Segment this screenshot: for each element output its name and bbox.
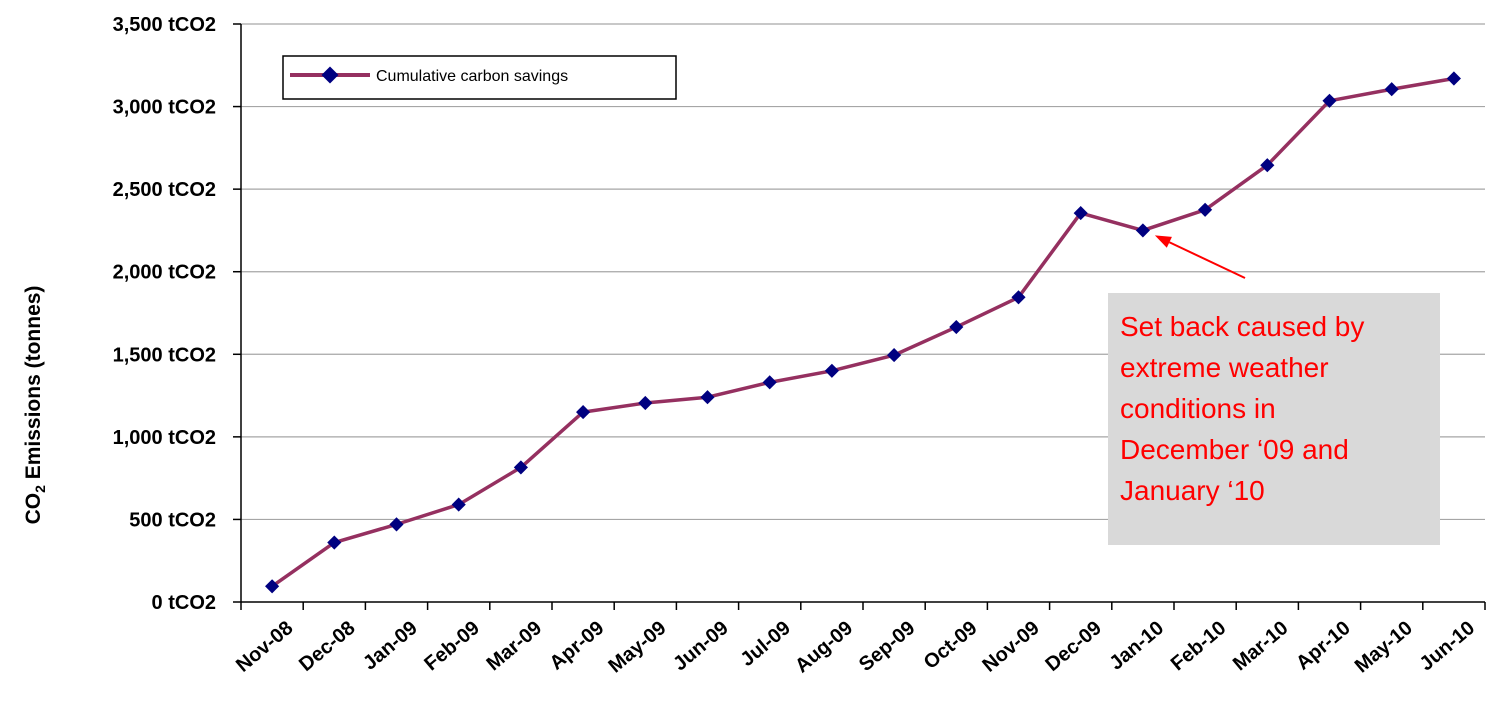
y-tick-label: 3,000 tCO2 — [113, 97, 216, 119]
data-point — [638, 395, 653, 411]
series-layer — [265, 71, 1461, 594]
annotation-line-4: December ‘09 and — [1120, 434, 1349, 465]
x-tick-label: Dec-09 — [1042, 617, 1106, 676]
legend: Cumulative carbon savings — [282, 55, 677, 100]
annotation-arrowhead — [1154, 235, 1172, 248]
x-tick-label: Dec-08 — [295, 617, 359, 676]
data-point — [1073, 206, 1088, 221]
x-tick-label: Sep-09 — [855, 617, 919, 676]
data-point — [1322, 93, 1337, 108]
x-tick-label: Apr-10 — [1292, 617, 1355, 675]
annotation: Set back caused by extreme weather condi… — [1108, 235, 1440, 545]
data-point — [576, 405, 591, 420]
y-axis-label: CO2 Emissions (tonnes) — [22, 286, 48, 525]
x-tick-label: May-10 — [1351, 617, 1417, 677]
x-tick-label: Aug-09 — [791, 617, 857, 677]
y-axis-label-rest: Emissions (tonnes) — [22, 286, 45, 486]
y-axis-label-subscript: 2 — [32, 485, 48, 493]
data-point — [1135, 223, 1150, 238]
annotation-box — [1108, 293, 1440, 545]
y-tick-label: 1,000 tCO2 — [113, 427, 216, 449]
y-tick-label: 2,000 tCO2 — [113, 262, 216, 284]
legend-swatch-marker — [321, 66, 339, 84]
annotation-line-3: conditions in — [1120, 393, 1276, 424]
data-point — [451, 497, 466, 512]
x-tick-label: Jan-10 — [1105, 617, 1168, 675]
x-tick-label: Feb-09 — [420, 617, 484, 675]
annotation-line-5: January ‘10 — [1120, 475, 1265, 506]
x-tick-label: Mar-09 — [483, 617, 547, 675]
annotation-line-1: Set back caused by — [1120, 311, 1364, 342]
x-tick-label: Jun-10 — [1416, 617, 1480, 675]
y-tick-label: 1,500 tCO2 — [113, 344, 216, 366]
x-tick-label: Nov-08 — [232, 617, 297, 677]
x-tick-label: May-09 — [604, 617, 670, 677]
x-tick-label: Mar-10 — [1229, 617, 1293, 675]
x-tick-label: Jan-09 — [359, 617, 422, 675]
data-point — [887, 348, 902, 363]
x-tick-label: Jun-09 — [669, 617, 733, 675]
y-axis-label-main: CO — [22, 493, 45, 525]
data-point — [824, 363, 839, 378]
y-axis-ticks: 0 tCO2 500 tCO2 1,000 tCO2 1,500 tCO2 2,000 … — [113, 14, 241, 614]
data-point — [762, 375, 777, 390]
y-tick-label: 3,500 tCO2 — [113, 14, 216, 36]
y-tick-label: 0 tCO2 — [152, 592, 216, 614]
x-tick-label: Feb-10 — [1167, 617, 1231, 675]
annotation-line-2: extreme weather — [1120, 352, 1329, 383]
data-point — [265, 579, 280, 594]
data-point — [513, 460, 528, 475]
series-line — [271, 76, 1455, 588]
data-point — [1446, 71, 1461, 86]
x-tick-label: Jul-09 — [736, 617, 794, 671]
data-point — [1384, 82, 1399, 97]
y-tick-label: 500 tCO2 — [129, 509, 216, 531]
annotation-arrow — [1168, 241, 1246, 279]
data-point — [1260, 158, 1275, 173]
data-point — [389, 517, 404, 532]
data-point — [1011, 290, 1026, 305]
data-point — [700, 390, 715, 405]
annotation-text: Set back caused by extreme weather condi… — [1120, 311, 1372, 506]
x-tick-label: Oct-09 — [920, 617, 982, 674]
y-tick-label: 2,500 tCO2 — [113, 179, 216, 201]
x-tick-label: Apr-09 — [546, 617, 609, 675]
data-point — [1198, 202, 1213, 217]
data-point — [949, 319, 964, 335]
data-point — [327, 535, 342, 550]
legend-box — [282, 55, 677, 100]
gridlines — [241, 23, 1485, 521]
x-tick-label: Nov-09 — [978, 617, 1043, 677]
legend-label: Cumulative carbon savings — [376, 68, 568, 85]
